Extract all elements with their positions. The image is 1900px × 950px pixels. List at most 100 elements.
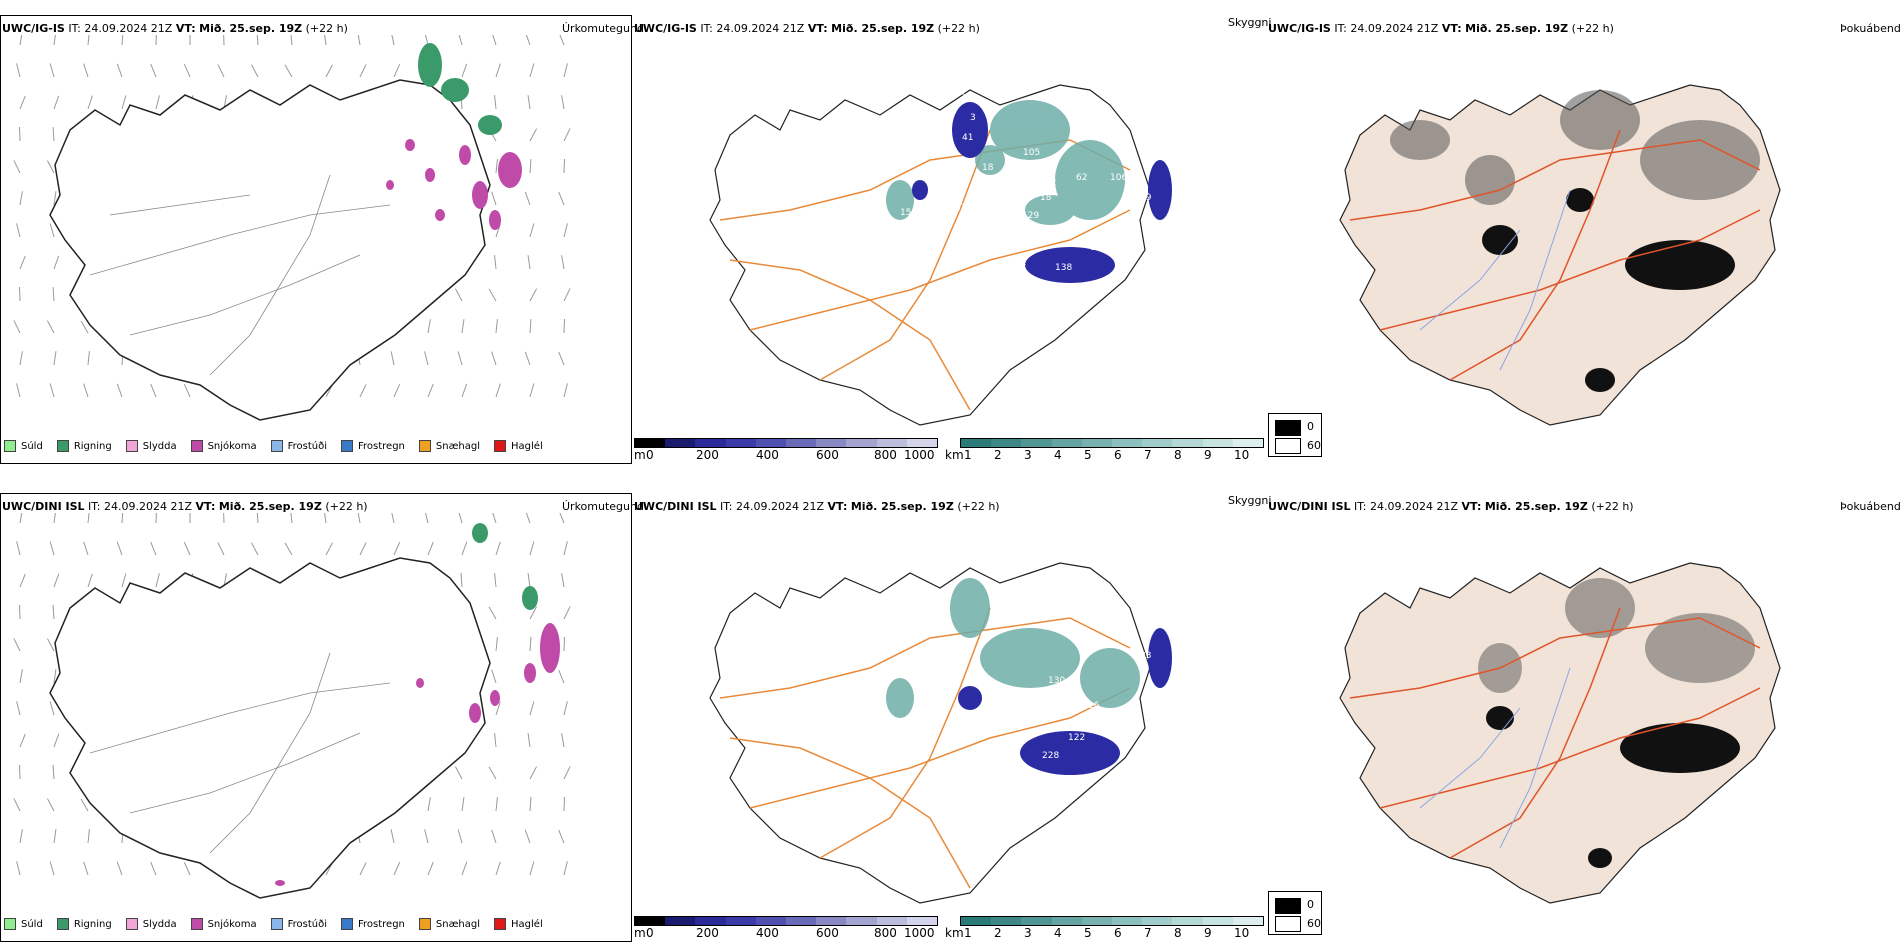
- legend-item-snjokoma: Snjókoma: [190, 440, 257, 452]
- legend-item-rigning: Rigning: [56, 918, 112, 930]
- wind-barb: [390, 829, 395, 844]
- wind-barb: [49, 541, 55, 556]
- fog-legend-value: 60: [1307, 917, 1321, 930]
- legend-swatch: [418, 918, 431, 930]
- legend-swatch: [4, 918, 16, 930]
- it-label: IT:: [1354, 500, 1367, 513]
- wind-barb: [325, 542, 334, 556]
- legend-label: Rigning: [73, 918, 112, 930]
- visibility-value-label: 18: [982, 163, 994, 173]
- wind-barb: [183, 384, 191, 398]
- lead-time: (+22 h): [937, 22, 980, 35]
- wind-barb: [529, 288, 538, 302]
- legend-swatch: [494, 918, 507, 930]
- wind-barb: [155, 95, 160, 110]
- legend-swatch: [56, 918, 69, 930]
- wind-barb: [558, 191, 565, 206]
- scale-km-tick: 5: [1084, 926, 1092, 940]
- wind-barb: [529, 383, 535, 398]
- wind-barb: [495, 319, 498, 334]
- scale-m-tick: 800: [874, 448, 897, 462]
- wind-barb: [49, 701, 55, 716]
- visibility-value-label: 95: [980, 233, 991, 243]
- visibility-value-label: 106: [1110, 173, 1127, 183]
- legend-item-haglel: Haglél: [494, 440, 543, 452]
- wind-barb: [121, 35, 124, 46]
- precip-type-map-frame: [0, 493, 632, 942]
- wind-barb: [529, 766, 538, 780]
- wind-barb: [561, 573, 565, 588]
- visibility-value-label: 16: [1088, 701, 1100, 711]
- fog-map: [1339, 562, 1781, 904]
- wind-barb: [19, 669, 23, 684]
- scale-swatch: [816, 917, 847, 925]
- wind-barb: [16, 383, 21, 398]
- scale-swatch: [665, 439, 696, 447]
- wind-barb: [563, 861, 568, 876]
- scale-swatch: [876, 439, 907, 447]
- scale-swatch: [786, 917, 817, 925]
- scale-swatch: [695, 917, 726, 925]
- wind-barb: [563, 541, 568, 556]
- wind-barb: [19, 829, 23, 844]
- legend-swatch: [190, 918, 203, 930]
- wind-barb: [424, 35, 429, 46]
- wind-barb: [525, 513, 531, 524]
- lead-time: (+22 h): [1591, 500, 1634, 513]
- scale-km-tick: 5: [1084, 448, 1092, 462]
- vt-value: Mið. 25.sep. 19Z: [1484, 500, 1588, 513]
- legend-swatch: [56, 440, 69, 452]
- visibility-value-label: 41: [962, 133, 973, 143]
- wind-barb: [559, 35, 565, 46]
- wind-barb: [529, 636, 532, 652]
- it-value: 24.09.2024 21Z: [84, 22, 173, 35]
- scale-km-unit: km: [945, 448, 964, 462]
- scale-m-tick: 400: [756, 448, 779, 462]
- wind-barb: [121, 513, 124, 524]
- wind-barb: [46, 320, 55, 334]
- wind-barb: [524, 191, 531, 206]
- vt-value: Mið. 25.sep. 19Z: [850, 500, 954, 513]
- model-name: UWC/IG-IS: [634, 22, 697, 35]
- lead-time: (+22 h): [1571, 22, 1614, 35]
- wind-barb: [558, 351, 565, 366]
- wind-barb: [49, 223, 55, 238]
- wind-barb: [19, 573, 26, 588]
- scale-swatch: [665, 917, 696, 925]
- visibility-value-label: 10: [1035, 238, 1047, 248]
- map-header: UWC/IG-IS IT: 24.09.2024 21Z VT: Mið. 25…: [634, 22, 980, 35]
- wind-barb: [256, 35, 259, 46]
- wind-barb: [424, 513, 429, 524]
- scale-km-tick: 3: [1024, 448, 1032, 462]
- wind-barb: [87, 351, 90, 366]
- legend-item-snjokoma: Snjókoma: [190, 918, 257, 930]
- wind-barb: [495, 797, 498, 812]
- wind-barb: [217, 542, 225, 556]
- it-value: 24.09.2024 21Z: [736, 500, 825, 513]
- wind-barb: [53, 351, 57, 366]
- scale-swatch: [1112, 439, 1143, 447]
- it-value: 24.09.2024 21Z: [1370, 500, 1459, 513]
- wind-barb: [121, 95, 127, 110]
- wind-barb: [461, 63, 468, 78]
- legend-label: Snjókoma: [207, 918, 257, 930]
- scale-swatch: [906, 917, 938, 925]
- legend-label: Snæhagl: [435, 918, 481, 930]
- wind-barb: [529, 541, 535, 556]
- wind-barb: [87, 573, 93, 588]
- legend-label: Rigning: [73, 440, 112, 452]
- visibility-map: 23 130 105 47 43 31 122 228 16 10 83 10: [709, 562, 1172, 904]
- legend-label: Súld: [21, 918, 43, 930]
- visibility-value-label: 13: [980, 218, 991, 228]
- visibility-value-label: 138: [1055, 263, 1072, 273]
- scale-m-tick: 600: [816, 926, 839, 940]
- scale-swatch: [876, 917, 907, 925]
- scale-swatch: [1172, 917, 1203, 925]
- legend-label: Haglél: [511, 440, 543, 452]
- wind-barb: [563, 383, 568, 398]
- wind-barb: [53, 733, 60, 748]
- legend-item-snaehagl: Snæhagl: [418, 918, 481, 930]
- wind-barb: [87, 829, 90, 844]
- wind-barb: [529, 861, 535, 876]
- scale-m-tick: 200: [696, 448, 719, 462]
